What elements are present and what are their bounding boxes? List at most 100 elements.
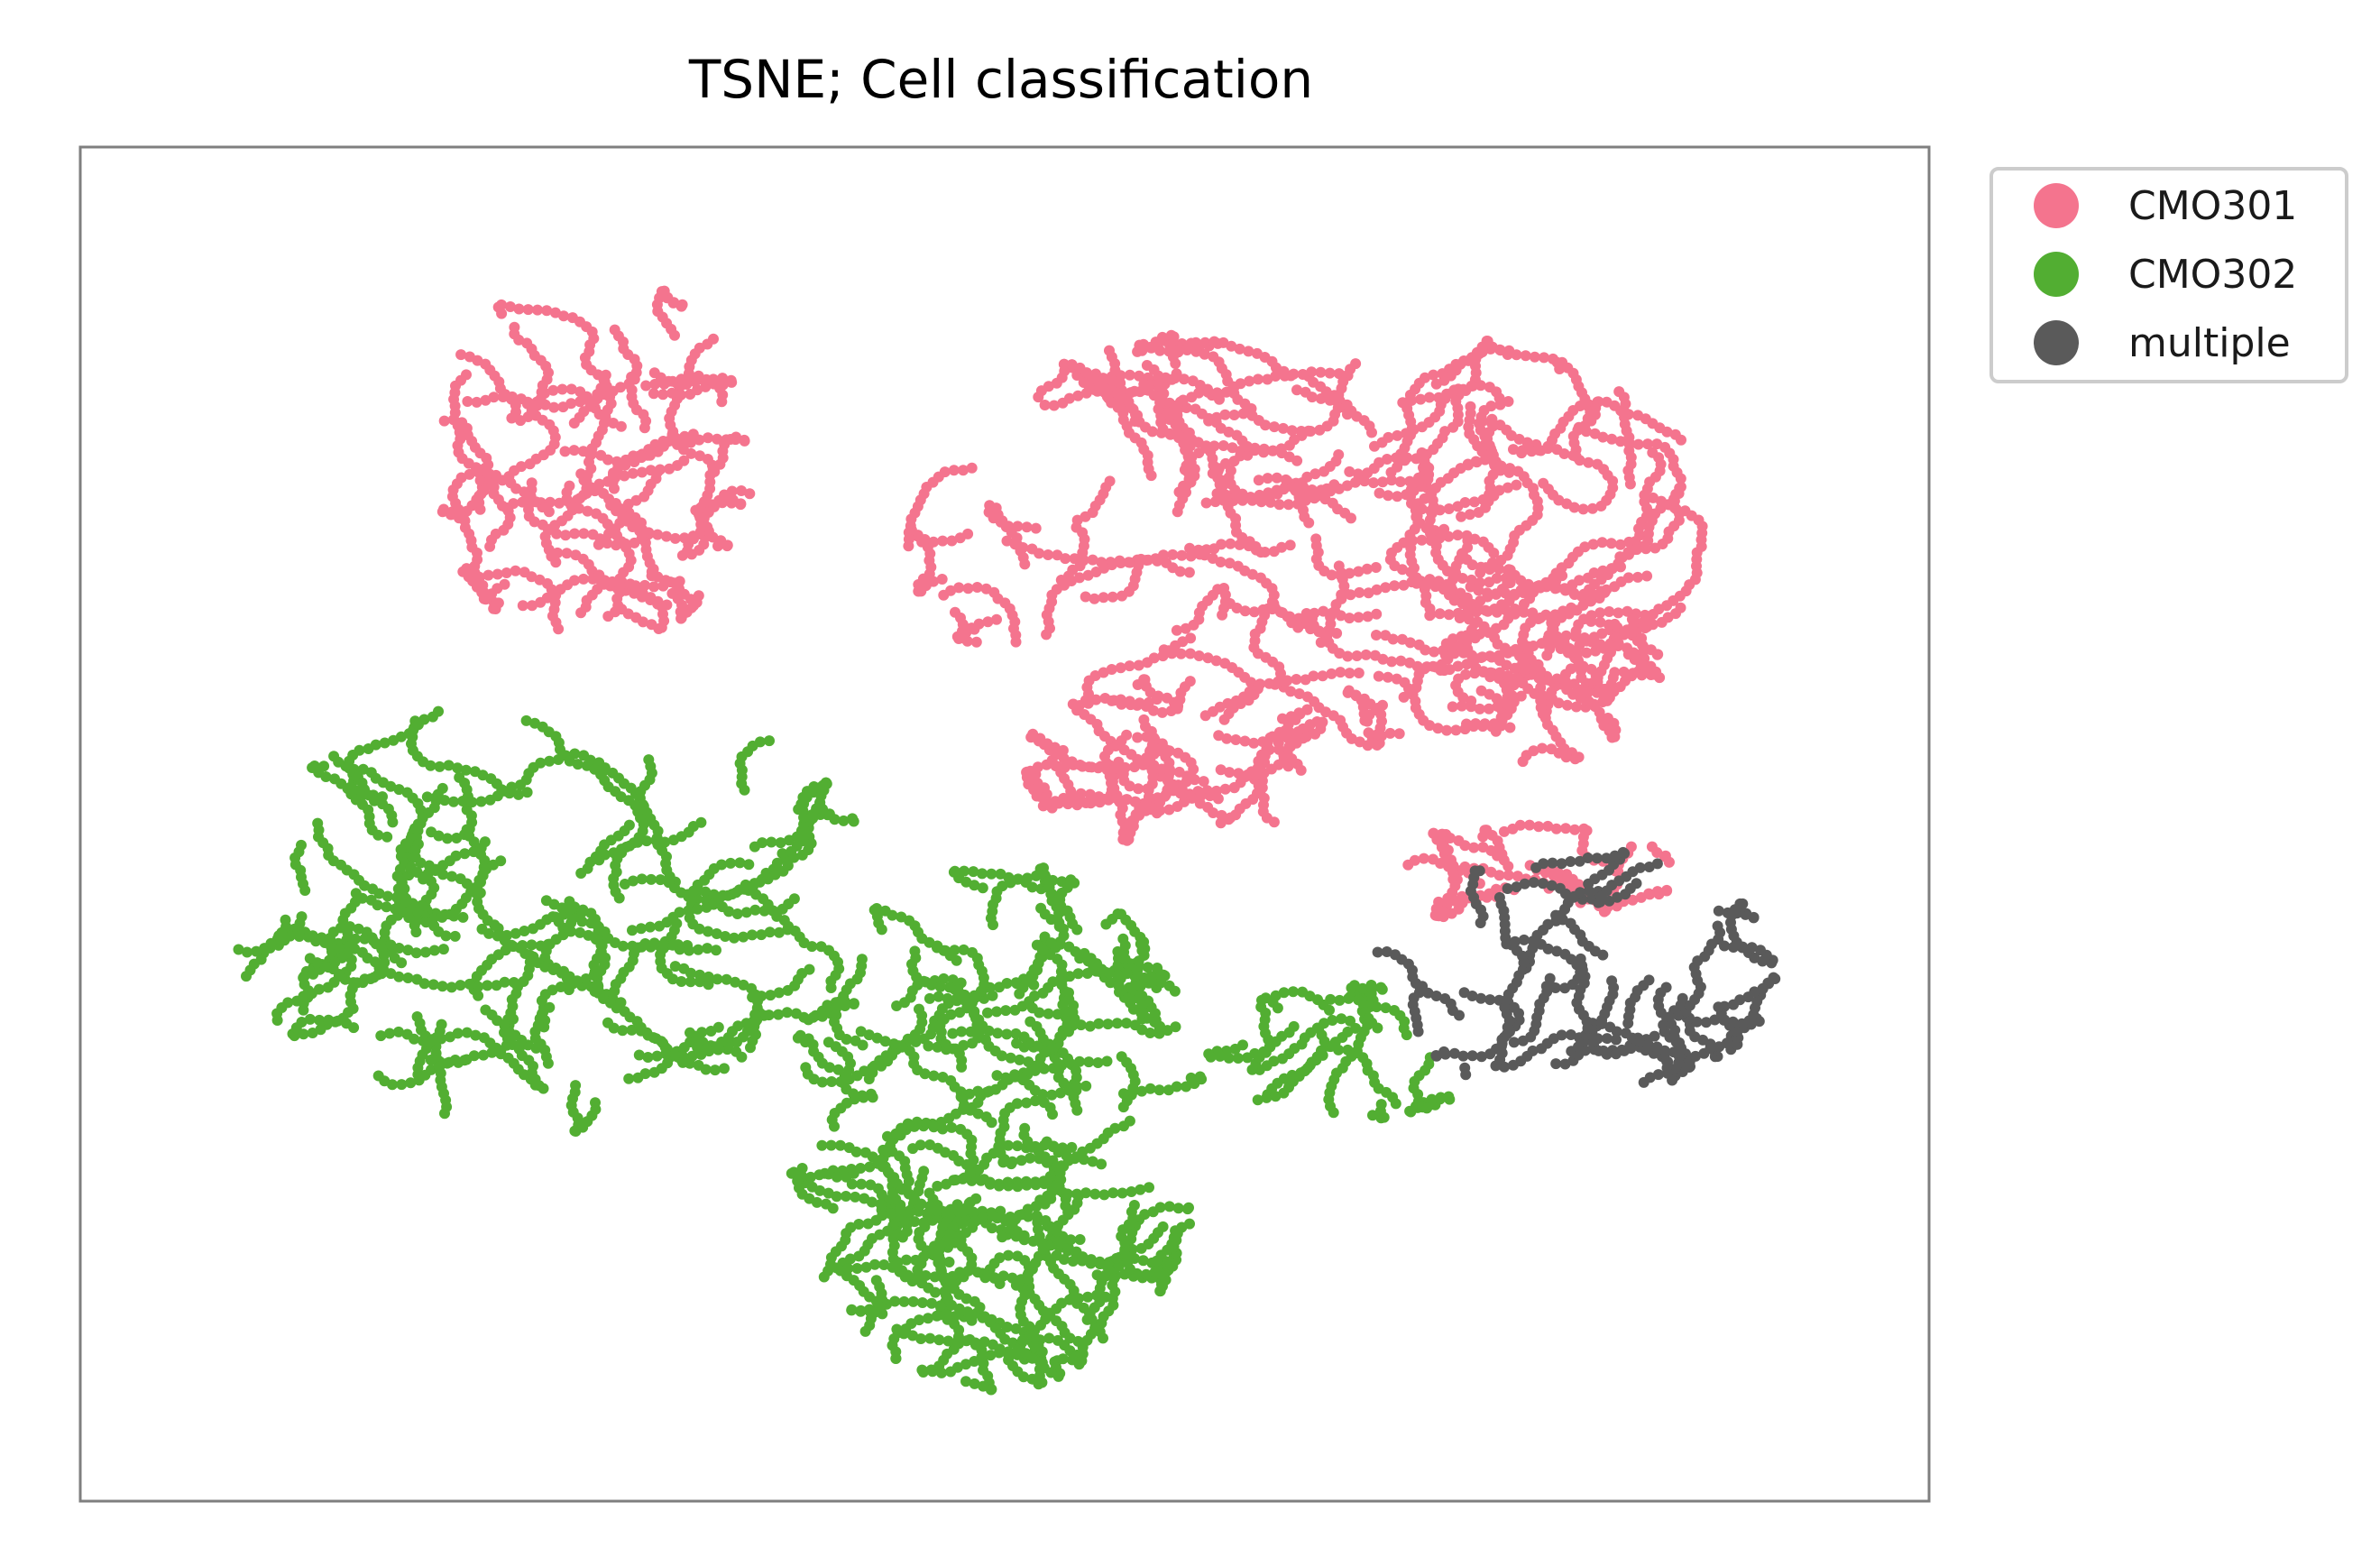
point-cmo301 (1270, 371, 1282, 382)
point-cmo301 (1475, 567, 1486, 578)
point-cmo301 (492, 568, 503, 580)
point-cmo301 (598, 578, 610, 590)
point-cmo302 (353, 923, 364, 935)
point-cmo301 (1537, 742, 1548, 754)
point-cmo302 (867, 1092, 878, 1103)
point-cmo302 (445, 908, 456, 920)
point-cmo301 (946, 535, 958, 547)
point-cmo302 (402, 972, 414, 983)
point-cmo302 (816, 1139, 828, 1151)
point-cmo302 (544, 755, 556, 767)
point-cmo301 (1491, 573, 1502, 584)
point-cmo302 (1046, 1089, 1058, 1101)
point-cmo302 (951, 954, 962, 966)
point-cmo302 (991, 1070, 1003, 1082)
point-cmo301 (1318, 605, 1329, 617)
point-cmo301 (1463, 613, 1475, 625)
point-cmo302 (369, 795, 380, 807)
point-cmo301 (936, 574, 948, 585)
point-cmo301 (1058, 752, 1070, 764)
point-cmo302 (405, 1077, 417, 1089)
point-cmo301 (1311, 491, 1323, 502)
point-cmo301 (948, 465, 960, 476)
point-cmo302 (1005, 1052, 1016, 1064)
point-cmo301 (587, 573, 599, 585)
point-cmo301 (1502, 870, 1514, 881)
point-cmo301 (1315, 366, 1327, 378)
point-cmo301 (1175, 648, 1187, 659)
point-cmo302 (307, 1028, 318, 1038)
point-cmo301 (1232, 560, 1244, 572)
point-cmo301 (1362, 611, 1374, 622)
point-cmo301 (1548, 870, 1559, 881)
point-cmo301 (1220, 386, 1232, 398)
point-cmo302 (807, 1011, 819, 1023)
point-cmo302 (843, 1142, 855, 1154)
point-cmo301 (1058, 792, 1070, 804)
point-cmo302 (335, 922, 346, 934)
point-cmo301 (1098, 373, 1109, 384)
point-cmo301 (1133, 659, 1144, 671)
point-cmo301 (1319, 493, 1331, 505)
point-cmo301 (1434, 608, 1446, 620)
point-cmo301 (1494, 345, 1506, 356)
point-cmo302 (867, 1062, 878, 1074)
point-cmo301 (535, 596, 547, 608)
point-cmo301 (962, 583, 974, 595)
point-cmo301 (903, 540, 914, 552)
point-cmo301 (1507, 823, 1519, 834)
point-cmo301 (1583, 456, 1594, 468)
point-cmo302 (375, 1030, 387, 1042)
point-cmo301 (1124, 369, 1135, 381)
point-cmo301 (1333, 449, 1345, 460)
point-cmo302 (850, 1191, 861, 1203)
point-cmo301 (1459, 724, 1471, 735)
point-cmo302 (1036, 1237, 1048, 1249)
point-cmo302 (972, 1085, 984, 1097)
point-cmo302 (800, 1037, 812, 1048)
point-cmo301 (1448, 570, 1459, 582)
point-cmo302 (822, 1037, 834, 1048)
point-cmo302 (684, 1057, 695, 1069)
point-cmo301 (1438, 523, 1450, 535)
point-cmo301 (1627, 894, 1639, 906)
point-cmo302 (721, 973, 732, 985)
plot-frame (78, 145, 1931, 1503)
point-cmo302 (959, 865, 969, 877)
point-cmo302 (365, 767, 377, 779)
point-cmo301 (1524, 583, 1536, 595)
point-cmo301 (1373, 670, 1384, 682)
point-cmo301 (1368, 477, 1379, 489)
point-cmo302 (1172, 1203, 1184, 1214)
point-cmo302 (660, 1048, 672, 1060)
point-cmo302 (1047, 1109, 1058, 1120)
point-cmo302 (461, 1027, 473, 1038)
point-cmo301 (1482, 591, 1493, 603)
point-cmo301 (640, 380, 652, 392)
point-cmo301 (1134, 370, 1144, 382)
point-cmo302 (314, 1014, 326, 1026)
point-cmo302 (1014, 1054, 1025, 1065)
point-cmo301 (1308, 670, 1319, 682)
point-cmo302 (738, 931, 749, 943)
point-cmo301 (1202, 386, 1214, 398)
point-cmo301 (1001, 535, 1013, 547)
point-cmo301 (1080, 591, 1091, 603)
point-cmo301 (1317, 670, 1328, 682)
point-cmo301 (649, 378, 661, 390)
point-cmo301 (1480, 604, 1492, 616)
point-cmo301 (1152, 555, 1163, 567)
point-cmo301 (1508, 444, 1519, 456)
point-cmo301 (1606, 433, 1618, 445)
point-cmo302 (703, 926, 713, 937)
point-cmo301 (1450, 724, 1462, 736)
point-cmo301 (1622, 547, 1634, 558)
point-cmo301 (1301, 704, 1313, 715)
point-cmo301 (1459, 861, 1471, 872)
point-cmo302 (747, 991, 758, 1003)
point-cmo301 (661, 530, 672, 542)
point-cmo302 (1071, 1188, 1083, 1200)
point-cmo301 (1207, 553, 1218, 564)
point-cmo301 (658, 378, 670, 390)
